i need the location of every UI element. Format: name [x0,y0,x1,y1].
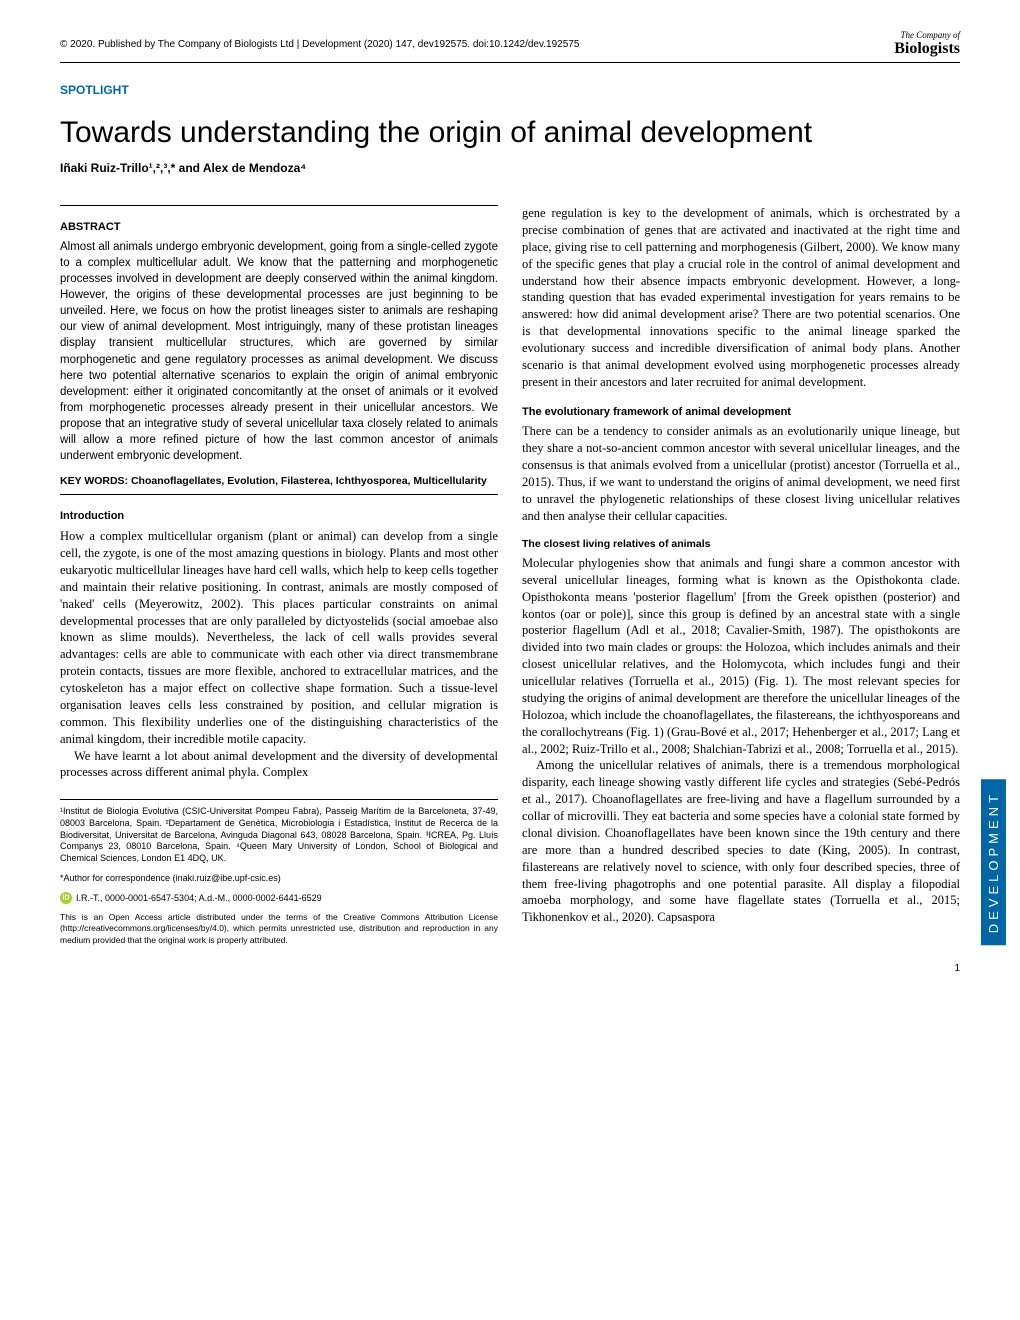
article-title: Towards understanding the origin of anim… [60,115,960,151]
left-column: ABSTRACT Almost all animals undergo embr… [60,205,498,946]
intro-paragraph-1: How a complex multicellular organism (pl… [60,528,498,747]
keywords: KEY WORDS: Choanoflagellates, Evolution,… [60,474,498,488]
closest-paragraph-1: Molecular phylogenies show that animals … [522,555,960,758]
article-type: SPOTLIGHT [60,83,960,97]
intro-paragraph-2: We have learnt a lot about animal develo… [60,748,498,782]
license-text: This is an Open Access article distribut… [60,912,498,945]
abstract-rule-bottom [60,494,498,495]
authors: Iñaki Ruiz-Trillo¹,²,³,* and Alex de Men… [60,161,960,175]
abstract-text: Almost all animals undergo embryonic dev… [60,239,498,464]
closest-heading: The closest living relatives of animals [522,537,960,551]
page-number: 1 [954,963,960,974]
evo-paragraph-1: There can be a tendency to consider anim… [522,423,960,524]
affiliations-block: ¹Institut de Biologia Evolutiva (CSIC-Un… [60,799,498,945]
logo-line1: The Company of [894,30,960,40]
header-bar: © 2020. Published by The Company of Biol… [60,30,960,63]
orcid-icon [60,892,72,904]
publisher-logo: The Company of Biologists [894,30,960,58]
col2-paragraph-1: gene regulation is key to the developmen… [522,205,960,391]
closest-paragraph-2: Among the unicellular relatives of anima… [522,757,960,926]
right-column: gene regulation is key to the developmen… [522,205,960,946]
abstract-heading: ABSTRACT [60,220,498,235]
abstract-rule-top [60,205,498,206]
intro-heading: Introduction [60,509,498,524]
evo-heading: The evolutionary framework of animal dev… [522,405,960,420]
header-meta: © 2020. Published by The Company of Biol… [60,39,579,50]
journal-side-tab: DEVELOPMENT [981,779,1006,945]
two-column-layout: ABSTRACT Almost all animals undergo embr… [60,205,960,946]
correspondence: *Author for correspondence (inaki.ruiz@i… [60,873,498,885]
affiliations-text: ¹Institut de Biologia Evolutiva (CSIC-Un… [60,806,498,864]
logo-line2: Biologists [894,40,960,58]
orcid-line: I.R.-T., 0000-0001-6547-5304; A.d.-M., 0… [60,892,498,904]
orcid-ids: I.R.-T., 0000-0001-6547-5304; A.d.-M., 0… [76,893,322,905]
